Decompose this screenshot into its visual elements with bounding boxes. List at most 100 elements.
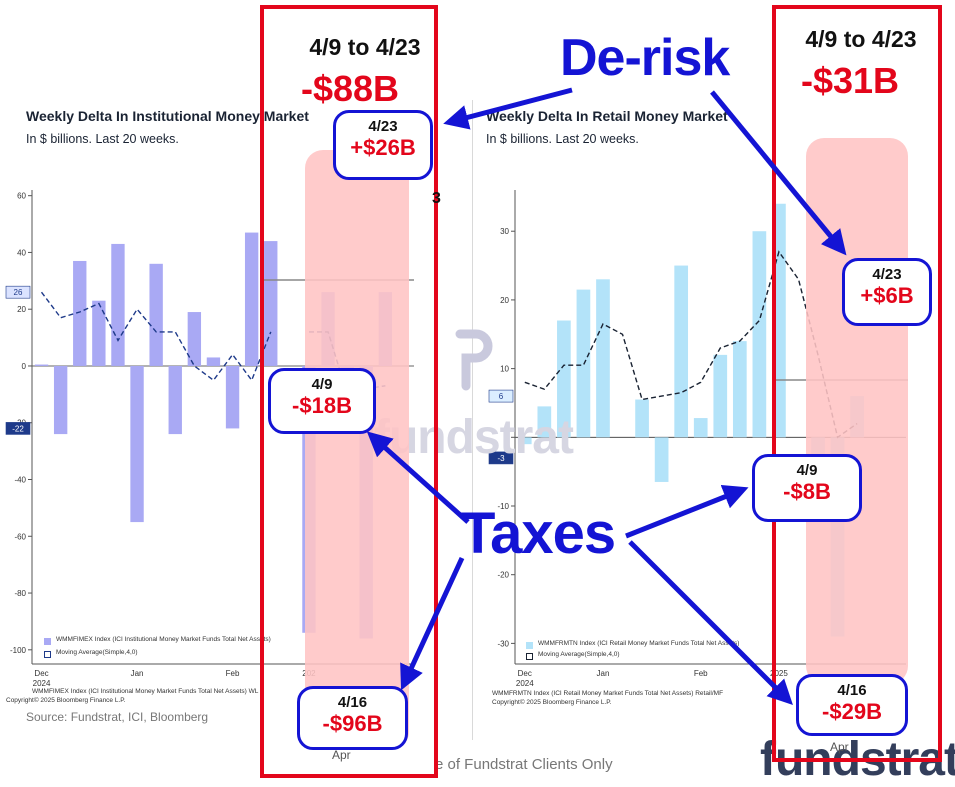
right-xtick-label: 2024 bbox=[516, 679, 534, 688]
right-bar bbox=[713, 354, 728, 438]
left-footnote-1: WMMFIMEX Index (ICI Institutional Money … bbox=[32, 688, 259, 695]
left-ytick-label: 60 bbox=[17, 192, 26, 201]
source-note: Source: Fundstrat, ICI, Bloomberg bbox=[26, 710, 209, 724]
right-callout-0423-date: 4/23 bbox=[872, 266, 902, 283]
left-chart-fragment: 3 bbox=[432, 190, 441, 207]
left-bar bbox=[34, 364, 49, 366]
right-ma-value-tag: 6 bbox=[488, 389, 514, 403]
svg-text:6: 6 bbox=[499, 392, 504, 401]
right-xtick-label: Dec bbox=[518, 669, 532, 678]
right-apr-label: Apr bbox=[830, 740, 849, 754]
left-ytick-label: -40 bbox=[14, 476, 26, 485]
left-ytick-label: 20 bbox=[17, 305, 26, 314]
svg-text:-3: -3 bbox=[497, 454, 505, 463]
left-callout-0416-date: 4/16 bbox=[337, 694, 368, 711]
left-callout-0416: 4/16 -$96B bbox=[297, 686, 408, 750]
right-ytick-label: 0 bbox=[505, 433, 510, 442]
left-bar bbox=[130, 365, 144, 523]
left-callout-0423: 4/23 +$26B bbox=[333, 110, 433, 180]
left-ytick-label: -100 bbox=[10, 646, 27, 655]
left-bar bbox=[225, 365, 240, 429]
left-bar bbox=[187, 312, 202, 366]
left-xtick-label: Jan bbox=[131, 669, 144, 678]
right-xtick-label: Feb bbox=[694, 669, 708, 678]
left-callout-0409: 4/9 -$18B bbox=[268, 368, 376, 434]
right-callout-0423-value: +$6B bbox=[860, 283, 914, 308]
left-bar bbox=[206, 357, 221, 366]
left-last-value-tag: -22 bbox=[5, 422, 31, 435]
left-bar bbox=[111, 243, 125, 366]
left-bar bbox=[264, 241, 278, 366]
right-ytick-label: -10 bbox=[497, 502, 509, 511]
left-ma-value-tag: 26 bbox=[5, 285, 31, 299]
left-range-total: -$88B bbox=[300, 68, 400, 109]
right-range-label: 4/9 to 4/23 bbox=[805, 26, 917, 52]
left-callout-0409-value: -$18B bbox=[292, 393, 352, 418]
watermark-logo bbox=[450, 326, 496, 396]
left-callout-0416-value: -$96B bbox=[322, 711, 383, 736]
left-bar bbox=[92, 300, 106, 366]
right-bar bbox=[557, 320, 571, 438]
left-apr-label: Apr bbox=[332, 748, 351, 762]
right-bar bbox=[517, 437, 532, 445]
left-callout-0423-date: 4/23 bbox=[368, 118, 398, 135]
left-callout-0409-date: 4/9 bbox=[311, 376, 333, 393]
right-bar bbox=[752, 231, 767, 438]
left-xtick-label: Feb bbox=[226, 669, 240, 678]
right-legend-swatch-line bbox=[526, 653, 533, 660]
left-legend-swatch-line bbox=[44, 651, 51, 658]
svg-text:-22: -22 bbox=[12, 424, 24, 433]
left-ytick-label: 0 bbox=[22, 362, 27, 371]
svg-text:26: 26 bbox=[14, 288, 23, 297]
right-callout-0409-value: -$8B bbox=[783, 479, 831, 504]
right-footnote-1: WMMFRMTN Index (ICI Retail Money Market … bbox=[492, 690, 724, 697]
right-bar bbox=[732, 341, 747, 438]
right-chart-subtitle: In $ billions. Last 20 weeks. bbox=[486, 132, 639, 146]
right-bar bbox=[576, 289, 591, 438]
right-last-value-tag: -3 bbox=[488, 451, 514, 465]
right-ytick-label: 30 bbox=[500, 227, 509, 236]
right-bar bbox=[635, 399, 649, 438]
left-legend-1: WMMFIMEX Index (ICI Institutional Money … bbox=[56, 636, 271, 643]
left-bar bbox=[149, 263, 163, 366]
left-ytick-label: 40 bbox=[17, 248, 26, 257]
right-ytick-label: -30 bbox=[497, 639, 509, 648]
right-callout-0416: 4/16 -$29B bbox=[796, 674, 908, 736]
right-chart-title: Weekly Delta In Retail Money Market bbox=[486, 108, 728, 124]
right-bar bbox=[596, 279, 610, 438]
taxes-label: Taxes bbox=[460, 501, 616, 566]
right-bar bbox=[693, 418, 708, 438]
right-bar bbox=[674, 265, 689, 438]
right-callout-0423: 4/23 +$6B bbox=[842, 258, 932, 326]
left-chart-subtitle: In $ billions. Last 20 weeks. bbox=[26, 132, 179, 146]
right-callout-0409: 4/9 -$8B bbox=[752, 454, 862, 522]
left-bar bbox=[53, 365, 68, 435]
right-ytick-label: 20 bbox=[500, 296, 509, 305]
left-xtick-label: 2024 bbox=[33, 679, 51, 688]
right-legend-2: Moving Average(Simple,4,0) bbox=[538, 651, 620, 658]
left-highlight-box bbox=[260, 5, 438, 778]
left-ytick-label: -80 bbox=[14, 589, 26, 598]
left-xtick-label: Dec bbox=[34, 669, 48, 678]
left-bar bbox=[168, 365, 182, 435]
right-bar bbox=[537, 406, 552, 438]
left-bar bbox=[244, 232, 259, 366]
left-legend-2: Moving Average(Simple,4,0) bbox=[56, 649, 138, 656]
right-xtick-label: Jan bbox=[597, 669, 610, 678]
right-legend-1: WMMFRMTN Index (ICI Retail Money Market … bbox=[538, 640, 740, 647]
right-range-total: -$31B bbox=[800, 60, 900, 101]
right-callout-0409-date: 4/9 bbox=[796, 462, 818, 479]
left-range-label: 4/9 to 4/23 bbox=[309, 34, 421, 60]
right-bar bbox=[654, 437, 669, 482]
de-risk-label: De-risk bbox=[560, 29, 730, 87]
right-callout-0416-date: 4/16 bbox=[837, 682, 867, 699]
right-footnote-2: Copyright© 2025 Bloomberg Finance L.P. bbox=[492, 699, 612, 706]
right-highlight-box bbox=[772, 5, 942, 762]
right-ytick-label: -20 bbox=[497, 571, 509, 580]
left-bar bbox=[73, 260, 87, 366]
right-legend-swatch-bar bbox=[526, 642, 533, 649]
right-moving-average-line bbox=[524, 250, 858, 439]
disclaimer: e of Fundstrat Clients Only bbox=[435, 756, 613, 773]
left-ytick-label: -60 bbox=[14, 532, 26, 541]
left-legend-swatch-bar bbox=[44, 638, 51, 645]
